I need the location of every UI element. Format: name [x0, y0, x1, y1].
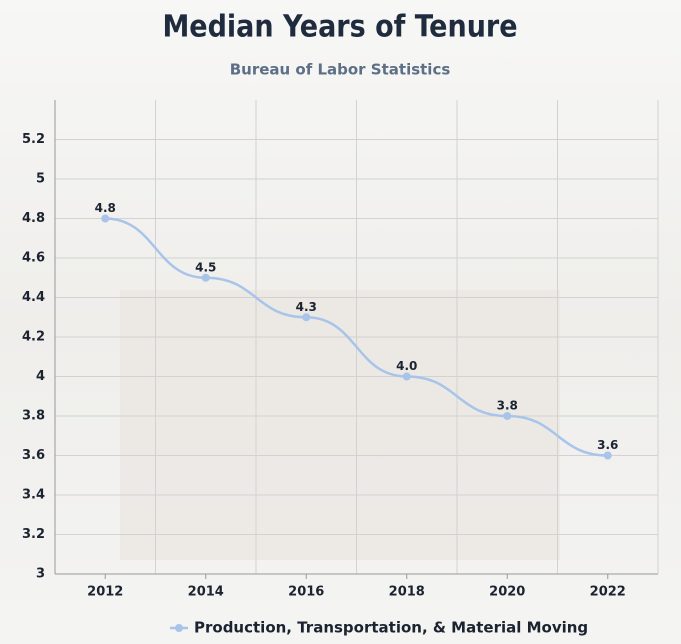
data-point — [503, 412, 512, 420]
chart-title: Median Years of Tenure — [162, 10, 517, 45]
data-point — [201, 273, 210, 282]
x-tick-label: 2014 — [188, 585, 224, 600]
x-tick-label: 2018 — [389, 585, 425, 600]
background-photo — [120, 290, 560, 560]
chart-subtitle: Bureau of Labor Statistics — [230, 61, 451, 79]
x-tick-label: 2016 — [288, 585, 324, 600]
y-tick-label: 3.4 — [22, 488, 45, 503]
x-tick-label: 2012 — [87, 585, 123, 600]
data-point — [603, 451, 612, 460]
y-tick-label: 3.2 — [22, 527, 45, 542]
y-tick-label: 4.2 — [22, 330, 45, 345]
data-label: 3.6 — [597, 438, 618, 452]
y-tick-label: 4.4 — [22, 290, 45, 305]
data-point — [302, 313, 311, 322]
legend-label: Production, Transportation, & Material M… — [194, 619, 588, 637]
y-tick-label: 5 — [36, 172, 45, 187]
y-tick-label: 4 — [36, 369, 45, 384]
y-tick-label: 4.8 — [22, 211, 45, 226]
y-tick-label: 4.6 — [22, 251, 45, 266]
legend-marker — [175, 624, 183, 632]
data-label: 4.3 — [296, 300, 317, 314]
y-tick-label: 5.2 — [22, 132, 45, 147]
series-line — [105, 217, 608, 457]
x-tick-label: 2020 — [489, 585, 525, 600]
y-tick-label: 3.6 — [22, 448, 45, 463]
data-point — [101, 214, 110, 223]
y-tick-label: 3 — [36, 567, 45, 582]
x-tick-label: 2022 — [590, 585, 626, 600]
data-label: 4.8 — [95, 201, 116, 215]
data-label: 4.0 — [396, 359, 417, 373]
data-label: 3.8 — [497, 399, 518, 413]
y-tick-label: 3.8 — [22, 409, 45, 424]
data-point — [402, 372, 411, 381]
data-label: 4.5 — [195, 260, 216, 274]
